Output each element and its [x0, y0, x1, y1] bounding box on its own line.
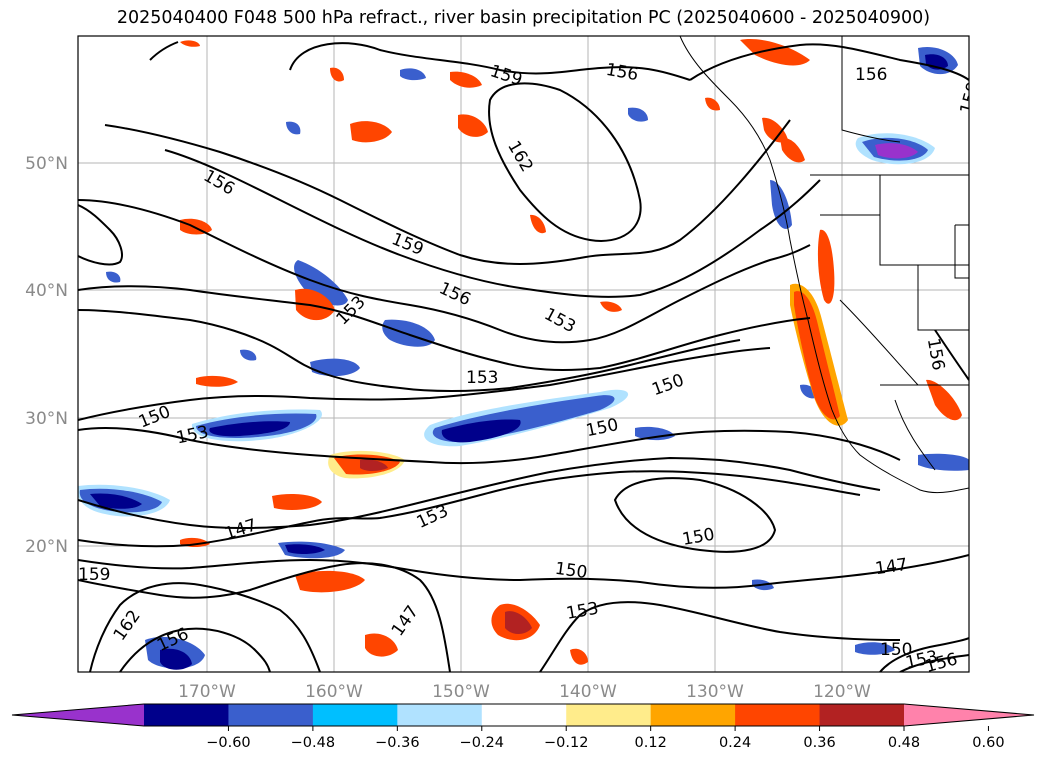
lon-label: 150°W — [432, 682, 490, 702]
lat-label: 30°N — [25, 409, 68, 429]
contour-label: 153 — [466, 368, 498, 388]
lon-label: 160°W — [305, 682, 363, 702]
negative-anomalies — [78, 46, 969, 670]
colorbar-segment — [228, 704, 314, 726]
colorbar-extend-min — [12, 704, 144, 726]
colorbar-tick-label: −0.24 — [460, 735, 504, 751]
colorbar-tick-label: 0.12 — [635, 735, 667, 751]
longitude-labels: 170°W 160°W 150°W 140°W 130°W 120°W — [178, 682, 871, 702]
colorbar-segment — [312, 704, 398, 726]
colorbar-tick-label: −0.12 — [544, 735, 588, 751]
positive-anomalies — [180, 39, 962, 665]
lat-label: 50°N — [25, 154, 68, 174]
colorbar-extend-max — [904, 704, 1034, 726]
contour-label: 147 — [874, 555, 909, 579]
lon-label: 170°W — [178, 682, 236, 702]
colorbar-tick-label: −0.60 — [206, 735, 250, 751]
colorbar-segment — [735, 704, 821, 726]
colorbar-tick-label: 0.24 — [719, 735, 751, 751]
latitude-labels: 50°N 40°N 30°N 20°N — [25, 154, 68, 557]
precip-shading — [78, 39, 969, 670]
colorbar-tick-label: 0.60 — [972, 735, 1004, 751]
lat-label: 40°N — [25, 281, 68, 301]
contour-label: 156 — [923, 649, 960, 677]
lat-label: 20°N — [25, 537, 68, 557]
chart-title: 2025040400 F048 500 hPa refract., river … — [116, 8, 931, 28]
lon-label: 120°W — [813, 682, 871, 702]
colorbar-outline — [11, 703, 1035, 727]
map-frame — [77, 35, 970, 673]
colorbar-segment — [819, 704, 905, 726]
colorbar-segment — [144, 704, 229, 726]
height-contours — [78, 41, 969, 672]
colorbar-segment — [397, 704, 483, 726]
contour-label: 150 — [554, 559, 589, 583]
colorbar-segment — [481, 704, 567, 726]
contour-labels: 159 156 156 159 162 156 159 156 153 153 … — [78, 60, 969, 677]
lon-label: 130°W — [686, 682, 744, 702]
colorbar-tick-label: −0.36 — [375, 735, 419, 751]
colorbar: −0.60 −0.48 −0.36 −0.24 −0.12 0.12 0.24 0.36 0.4… — [11, 703, 1035, 751]
colorbar-tick-label: −0.48 — [291, 735, 335, 751]
colorbar-segment — [650, 704, 736, 726]
contour-label: 150 — [880, 640, 912, 660]
colorbar-segment — [566, 704, 652, 726]
coastlines — [679, 36, 969, 494]
contour-label: 159 — [78, 565, 110, 585]
colorbar-tick-label: 0.36 — [803, 735, 835, 751]
lon-label: 140°W — [559, 682, 617, 702]
contour-label: 156 — [855, 65, 887, 85]
gridlines — [78, 36, 969, 672]
colorbar-tick-label: 0.48 — [888, 735, 920, 751]
